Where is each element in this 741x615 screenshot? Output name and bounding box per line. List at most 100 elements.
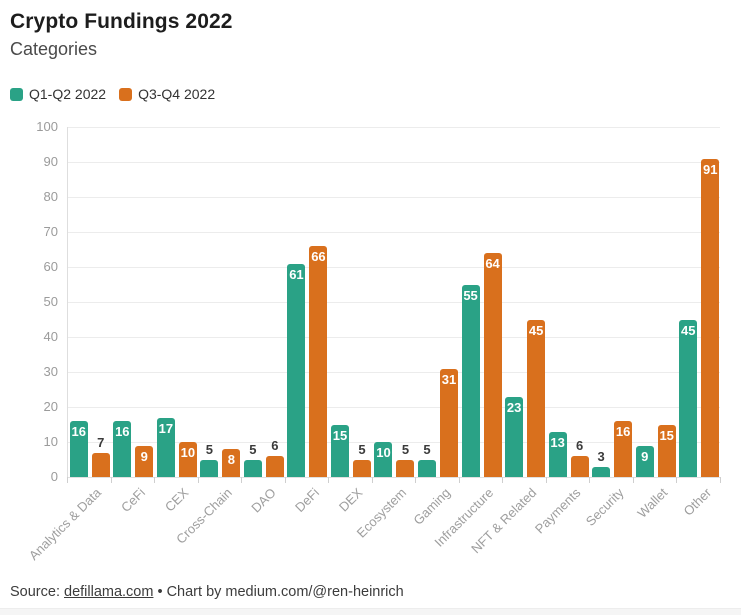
bar-value-label: 55 bbox=[463, 287, 478, 303]
y-axis-label: 20 bbox=[43, 399, 58, 414]
x-axis-label: Analytics & Data bbox=[26, 485, 105, 564]
x-axis-label: Wallet bbox=[634, 485, 671, 521]
x-axis-label: Security bbox=[582, 485, 627, 529]
bar-group-infrastructure: 55 64 bbox=[460, 127, 504, 477]
legend-swatch-icon bbox=[10, 87, 23, 101]
x-axis-tick bbox=[632, 477, 634, 483]
bar-q1q2: 45 bbox=[679, 319, 698, 477]
bar-q1q2 bbox=[200, 459, 219, 477]
y-axis-label: 80 bbox=[43, 189, 58, 204]
bar-value-label: 5 bbox=[205, 441, 213, 457]
bar-value-label: 10 bbox=[180, 445, 196, 460]
bar-q3q4: 16 bbox=[614, 421, 633, 477]
bar-group-defi: 61 66 bbox=[286, 127, 330, 477]
y-axis-label: 0 bbox=[50, 469, 58, 484]
x-axis-tick bbox=[328, 477, 330, 483]
x-axis-label: DeFi bbox=[292, 485, 323, 516]
bar-group-ecosystem: 10 5 bbox=[373, 127, 417, 477]
gridline-90 bbox=[68, 162, 720, 163]
y-axis-label: 30 bbox=[43, 364, 58, 379]
x-axis-tick bbox=[197, 477, 199, 483]
bar-value-label: 17 bbox=[158, 420, 174, 436]
bar-value-label: 10 bbox=[376, 445, 391, 460]
bar-q3q4: 64 bbox=[483, 253, 502, 477]
bar-q1q2: 13 bbox=[548, 431, 567, 477]
bar-value-label: 66 bbox=[311, 249, 326, 264]
credit-text: • Chart by medium.com/@ren-heinrich bbox=[153, 584, 404, 600]
bar-q1q2: 55 bbox=[461, 284, 480, 477]
bar-value-label: 9 bbox=[641, 448, 649, 464]
bar-q1q2: 17 bbox=[156, 417, 175, 477]
bar-group-dex: 15 5 bbox=[329, 127, 373, 477]
bar-value-label: 7 bbox=[97, 434, 105, 450]
gridline-80 bbox=[68, 197, 720, 198]
bar-chart: 16 7 16 9 17 10 5 8 5 6 61 66 15 5 10 5 5 31 55 64 23 45 13 6 3 1… bbox=[0, 119, 741, 577]
bar-value-label: 8 bbox=[227, 452, 235, 467]
bar-group-other: 45 91 bbox=[677, 127, 721, 477]
bar-q3q4: 8 bbox=[222, 449, 241, 477]
bar-group-nft-related: 23 45 bbox=[503, 127, 547, 477]
bar-group-gaming: 5 31 bbox=[416, 127, 460, 477]
bar-value-label: 5 bbox=[401, 441, 410, 457]
x-axis-label: Payments bbox=[531, 485, 584, 537]
bar-value-label: 15 bbox=[332, 427, 348, 443]
bar-value-label: 15 bbox=[659, 427, 674, 443]
bar-q3q4: 10 bbox=[178, 442, 197, 477]
x-axis-tick bbox=[415, 477, 417, 483]
bar-q3q4: 9 bbox=[135, 445, 154, 477]
bar-group-cex: 17 10 bbox=[155, 127, 199, 477]
bar-value-label: 61 bbox=[289, 266, 304, 282]
bar-value-label: 6 bbox=[271, 438, 279, 453]
legend-item-2: Q3-Q4 2022 bbox=[119, 86, 215, 102]
x-axis-label: Other bbox=[680, 485, 714, 519]
bar-q1q2: 15 bbox=[330, 424, 349, 477]
y-axis-label: 70 bbox=[43, 224, 58, 239]
bar-q1q2 bbox=[418, 459, 437, 477]
bar-value-label: 64 bbox=[485, 256, 500, 271]
bar-value-label: 16 bbox=[71, 424, 86, 439]
x-axis-tick bbox=[720, 477, 721, 483]
x-axis-label: DEX bbox=[336, 485, 366, 515]
x-axis-label: CEX bbox=[161, 485, 192, 515]
bar-value-label: 16 bbox=[615, 424, 631, 439]
gridline-50 bbox=[68, 302, 720, 303]
y-axis-label: 60 bbox=[43, 259, 58, 274]
bar-group-wallet: 9 15 bbox=[634, 127, 678, 477]
bar-q3q4: 91 bbox=[701, 158, 720, 477]
bar-value-label: 5 bbox=[358, 441, 366, 457]
bar-value-label: 16 bbox=[115, 424, 130, 439]
y-axis-label: 50 bbox=[43, 294, 58, 309]
bar-q3q4 bbox=[265, 456, 284, 477]
bar-value-label: 13 bbox=[550, 434, 565, 450]
chart-title: Crypto Fundings 2022 bbox=[10, 10, 233, 33]
x-axis-tick bbox=[502, 477, 504, 483]
x-axis-label: DAO bbox=[247, 485, 279, 516]
source-line: Source: defillama.com • Chart by medium.… bbox=[10, 584, 404, 600]
bar-q3q4 bbox=[352, 459, 371, 477]
bar-group-payments: 13 6 bbox=[547, 127, 591, 477]
x-axis-tick bbox=[154, 477, 156, 483]
gridline-30 bbox=[68, 372, 720, 373]
bar-value-label: 31 bbox=[441, 371, 457, 387]
legend-label: Q3-Q4 2022 bbox=[138, 86, 216, 102]
x-axis-tick bbox=[241, 477, 243, 483]
chart-subtitle: Categories bbox=[10, 39, 98, 59]
x-axis-tick bbox=[676, 477, 678, 483]
bar-q1q2: 9 bbox=[635, 445, 654, 477]
y-axis-label: 100 bbox=[36, 119, 58, 134]
source-link[interactable]: defillama.com bbox=[64, 584, 154, 600]
bar-value-label: 5 bbox=[249, 441, 257, 457]
x-axis-tick bbox=[589, 477, 591, 483]
bar-group-cefi: 16 9 bbox=[112, 127, 156, 477]
bar-q1q2: 10 bbox=[374, 442, 393, 477]
y-axis-label: 10 bbox=[43, 434, 58, 449]
source-prefix: Source: bbox=[10, 584, 64, 600]
x-axis-tick bbox=[110, 477, 112, 483]
bar-q3q4 bbox=[396, 459, 415, 477]
legend: Q1-Q2 2022 Q3-Q4 2022 bbox=[10, 86, 215, 102]
bar-value-label: 3 bbox=[597, 448, 605, 464]
bottom-strip bbox=[0, 608, 741, 615]
